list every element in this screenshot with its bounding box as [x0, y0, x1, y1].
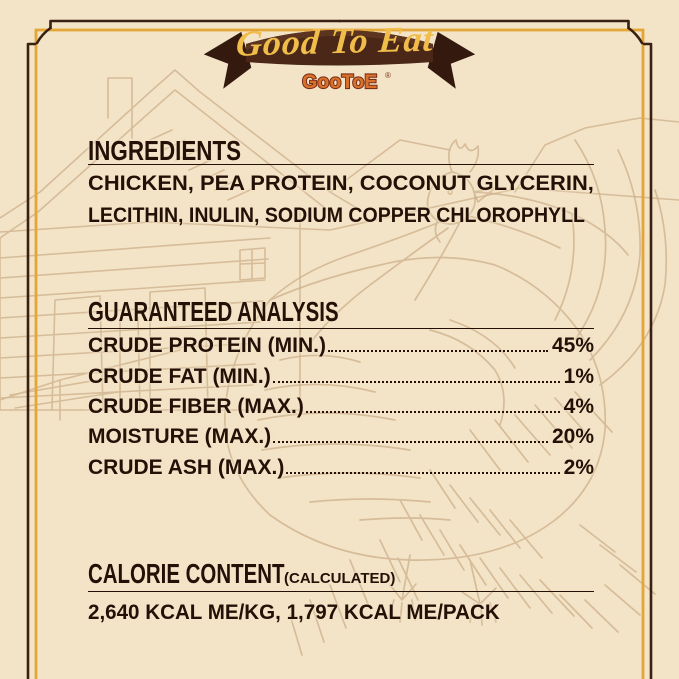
svg-text:Good To Eat: Good To Eat [235, 19, 436, 64]
svg-text:®: ® [385, 71, 391, 80]
svg-text:GooToE: GooToE [302, 72, 377, 93]
